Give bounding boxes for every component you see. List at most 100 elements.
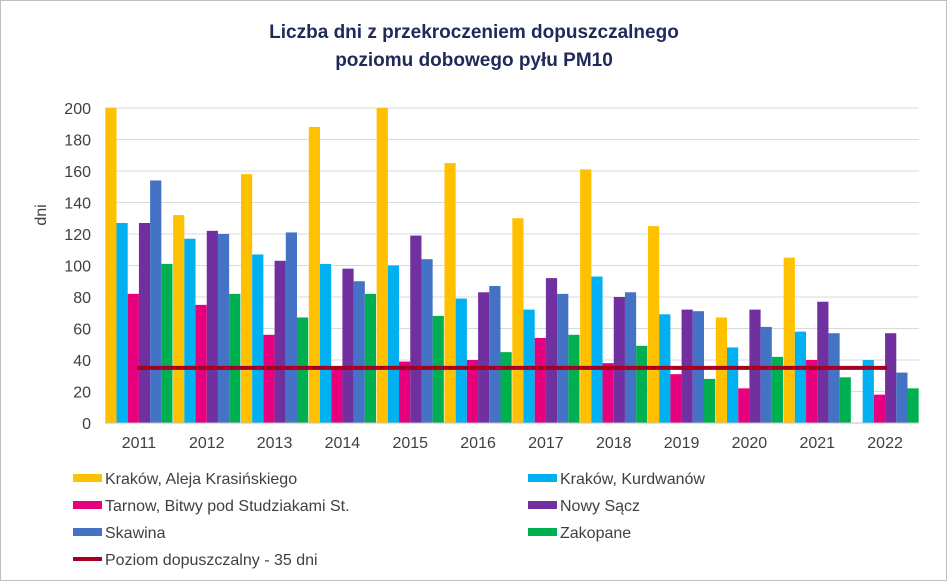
y-tick-label: 180 <box>64 133 91 150</box>
bar <box>591 276 603 423</box>
bar <box>602 363 614 423</box>
bar <box>839 377 851 423</box>
bar <box>489 285 501 423</box>
x-tick-label: 2011 <box>122 435 157 452</box>
bar <box>828 333 840 423</box>
legend-swatch <box>528 501 557 509</box>
bar <box>138 222 151 423</box>
bar <box>794 331 807 423</box>
bar <box>229 293 241 423</box>
legend-label: Kraków, Kurdwanów <box>560 471 705 488</box>
x-tick-label: 2014 <box>325 435 361 452</box>
x-tick-label: 2017 <box>528 435 564 452</box>
bar <box>161 263 173 423</box>
bar <box>896 372 908 423</box>
gridlines <box>105 107 919 392</box>
bar <box>466 360 479 423</box>
bar <box>624 292 637 423</box>
legend-label: Nowy Sącz <box>560 498 640 515</box>
legend-swatch <box>528 528 557 536</box>
y-tick-label: 200 <box>64 101 91 118</box>
y-tick-label: 160 <box>64 164 91 181</box>
bar <box>783 257 795 423</box>
bar <box>806 360 818 423</box>
bar <box>387 265 400 423</box>
bar <box>173 215 185 423</box>
x-tick-label: 2016 <box>460 435 496 452</box>
y-axis-label: dni <box>33 204 50 225</box>
bar <box>116 222 128 423</box>
bar <box>252 254 264 423</box>
bar <box>613 297 625 423</box>
bar <box>399 361 411 423</box>
legend-swatch <box>528 474 557 482</box>
bar <box>727 347 739 423</box>
bar <box>320 263 332 423</box>
y-tick-label: 0 <box>82 416 91 433</box>
bar <box>105 108 117 423</box>
y-tick-label: 100 <box>64 259 91 276</box>
legend-swatch <box>73 501 102 509</box>
bar <box>274 260 286 423</box>
bar <box>512 218 524 423</box>
x-axis-ticks: 2011 2012 2013 2014 2015 2016 2017 2018 2019 2020… <box>122 435 903 452</box>
y-axis-ticks: 0 20 40 60 80 100 120 140 160 180 200 <box>64 101 91 433</box>
bar <box>715 317 728 423</box>
x-tick-label: 2019 <box>664 435 700 452</box>
bar <box>240 174 253 423</box>
bar <box>771 356 784 423</box>
y-tick-label: 80 <box>73 290 91 307</box>
bar <box>296 317 309 423</box>
x-tick-label: 2015 <box>392 435 428 452</box>
bar <box>444 163 456 423</box>
x-tick-label: 2020 <box>732 435 768 452</box>
y-tick-label: 140 <box>64 196 91 213</box>
bar <box>285 232 297 423</box>
legend-swatch <box>73 528 102 536</box>
bar <box>206 230 218 423</box>
bar <box>410 235 422 423</box>
x-tick-label: 2022 <box>867 435 903 452</box>
bar <box>150 180 162 423</box>
bar <box>760 326 772 423</box>
bar <box>557 293 569 423</box>
bar <box>873 394 886 423</box>
bar <box>885 333 897 423</box>
bar <box>817 301 829 423</box>
bar <box>353 281 365 423</box>
legend-label: Poziom dopuszczalny - 35 dni <box>105 552 318 569</box>
bar <box>500 352 512 423</box>
legend-label: Skawina <box>105 525 166 542</box>
bar <box>455 298 467 423</box>
bar <box>195 304 207 423</box>
x-tick-label: 2021 <box>799 435 835 452</box>
y-tick-label: 120 <box>64 227 91 244</box>
bar <box>545 278 558 423</box>
legend-label: Tarnow, Bitwy pod Studziakami St. <box>105 498 350 515</box>
bar <box>364 293 377 423</box>
bars-group <box>105 108 919 424</box>
chart-title-line2: poziomu dobowego pyłu PM10 <box>335 50 613 71</box>
bar <box>568 334 580 423</box>
bar <box>703 378 716 423</box>
bar <box>670 374 682 423</box>
legend-label: Zakopane <box>560 525 631 542</box>
bar <box>478 292 490 423</box>
bar <box>217 234 230 423</box>
bar <box>738 388 750 423</box>
bar <box>862 360 874 423</box>
bar <box>263 334 275 423</box>
legend: Kraków, Aleja Krasińskiego Kraków, Kurdwa… <box>73 471 705 569</box>
chart-title-line1: Liczba dni z przekroczeniem dopuszczalne… <box>269 22 679 43</box>
legend-swatch <box>73 474 102 482</box>
bar <box>127 293 139 423</box>
x-tick-label: 2018 <box>596 435 632 452</box>
bar <box>647 226 660 423</box>
bar <box>331 366 343 423</box>
x-tick-label: 2013 <box>257 435 293 452</box>
x-tick-label: 2012 <box>189 435 225 452</box>
y-tick-label: 40 <box>73 353 91 370</box>
bar <box>342 268 354 423</box>
